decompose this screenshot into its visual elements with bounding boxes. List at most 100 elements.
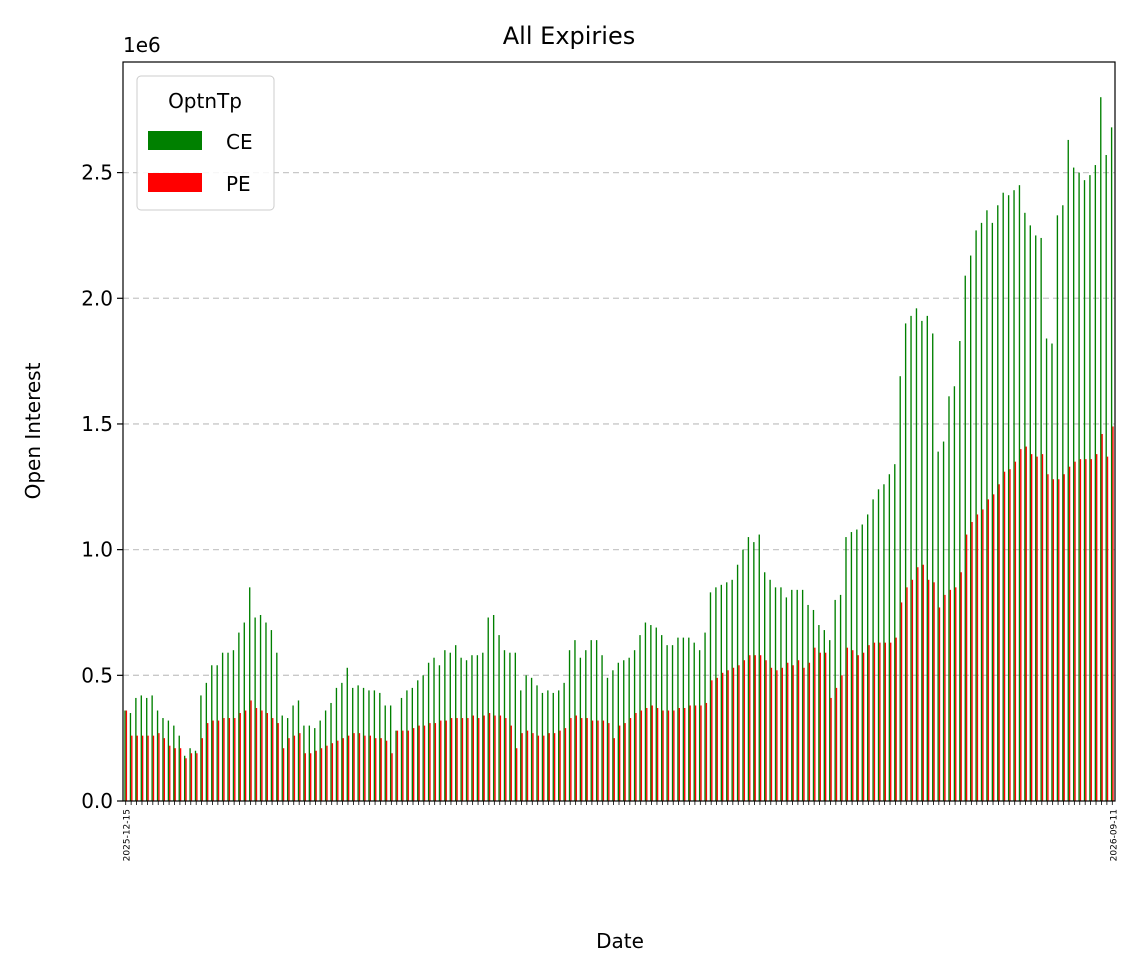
bar-ce [823, 630, 825, 801]
bar-ce [661, 635, 663, 801]
bar-ce [574, 640, 576, 801]
bar-ce [595, 640, 598, 801]
bar-ce [178, 735, 180, 801]
bar-pe [434, 723, 437, 801]
bar-ce [910, 315, 912, 801]
bar-pe [478, 718, 480, 801]
bar-ce [487, 617, 489, 801]
bar-pe [694, 705, 697, 801]
bar-ce [894, 464, 896, 801]
bar-ce [585, 650, 587, 801]
bar-pe [635, 713, 637, 801]
bar-ce [693, 642, 695, 801]
bar-ce [1002, 192, 1004, 801]
bar-ce [173, 725, 175, 801]
bar-ce [688, 637, 690, 801]
bar-pe [125, 710, 128, 801]
bar-ce [747, 537, 750, 801]
bar-pe [1003, 471, 1006, 801]
bar-pe [277, 723, 279, 801]
bar-pe [776, 670, 778, 801]
bar-ce [997, 205, 999, 801]
bar-ce [991, 222, 994, 802]
bar-ce [547, 690, 549, 801]
bar-pe [136, 735, 138, 801]
bar-pe [163, 738, 166, 801]
bar-ce [1078, 172, 1080, 801]
bar-ce [704, 632, 706, 801]
bar-pe [293, 735, 296, 801]
y-scale-label: 1e6 [123, 33, 161, 57]
bar-ce [465, 660, 468, 801]
bar-pe [131, 735, 133, 801]
bar-ce [579, 657, 582, 801]
bar-ce [1067, 139, 1069, 802]
bar-ce [969, 255, 972, 802]
bar-ce [568, 650, 571, 801]
bar-pe [1079, 459, 1082, 801]
bar-pe [998, 484, 1000, 801]
bar-ce [558, 690, 560, 801]
bar-ce [726, 582, 728, 801]
bar-ce [867, 514, 869, 801]
bar-ce [249, 587, 251, 801]
bar-ce [346, 667, 348, 801]
bar-pe [873, 642, 876, 801]
bar-ce [1056, 215, 1059, 801]
bar-ce [774, 587, 777, 801]
bar-pe [440, 720, 442, 801]
y-tick-label: 1.0 [81, 538, 113, 562]
bar-pe [548, 733, 550, 801]
bar-ce [536, 685, 538, 801]
bar-pe [927, 579, 930, 801]
bar-ce [709, 592, 712, 801]
bar-pe [846, 647, 849, 801]
bar-ce [856, 529, 858, 801]
bar-ce [167, 720, 170, 801]
bar-ce [227, 652, 229, 801]
bar-pe [570, 718, 572, 801]
bar-pe [662, 710, 664, 801]
bar-ce [639, 635, 641, 801]
bar-pe [304, 753, 306, 801]
bar-pe [174, 748, 176, 801]
bar-pe [429, 723, 431, 801]
bar-pe [326, 745, 328, 801]
bar-ce [845, 537, 847, 801]
bar-pe [196, 753, 198, 801]
bar-pe [299, 733, 301, 801]
bar-pe [629, 718, 632, 801]
bar-pe [759, 655, 762, 801]
y-axis-label: Open Interest [21, 362, 45, 499]
bar-pe [705, 702, 708, 801]
bar-pe [207, 723, 209, 801]
bar-pe [331, 743, 334, 801]
bar-pe [1052, 479, 1055, 801]
bar-ce [330, 702, 332, 801]
bar-ce [606, 677, 609, 801]
bar-ce [183, 755, 186, 801]
bar-ce [314, 728, 316, 801]
bar-pe [787, 662, 789, 801]
bar-pe [190, 753, 193, 801]
bar-ce [942, 441, 945, 801]
bar-ce [525, 675, 527, 801]
bar-pe [738, 665, 740, 801]
bar-pe [559, 730, 561, 801]
bar-pe [288, 738, 290, 801]
bar-ce [411, 687, 414, 801]
bar-pe [591, 720, 594, 801]
bar-pe [651, 705, 653, 801]
bar-pe [169, 745, 171, 801]
bar-ce [1094, 165, 1097, 802]
bar-pe [721, 672, 724, 801]
bar-ce [899, 376, 901, 801]
bar-pe [1101, 434, 1103, 801]
bar-pe [689, 705, 691, 801]
bar-pe [396, 730, 399, 801]
bar-pe [212, 720, 214, 801]
bar-ce [715, 587, 717, 801]
bar-ce [948, 396, 950, 801]
bar-pe [1068, 466, 1071, 801]
